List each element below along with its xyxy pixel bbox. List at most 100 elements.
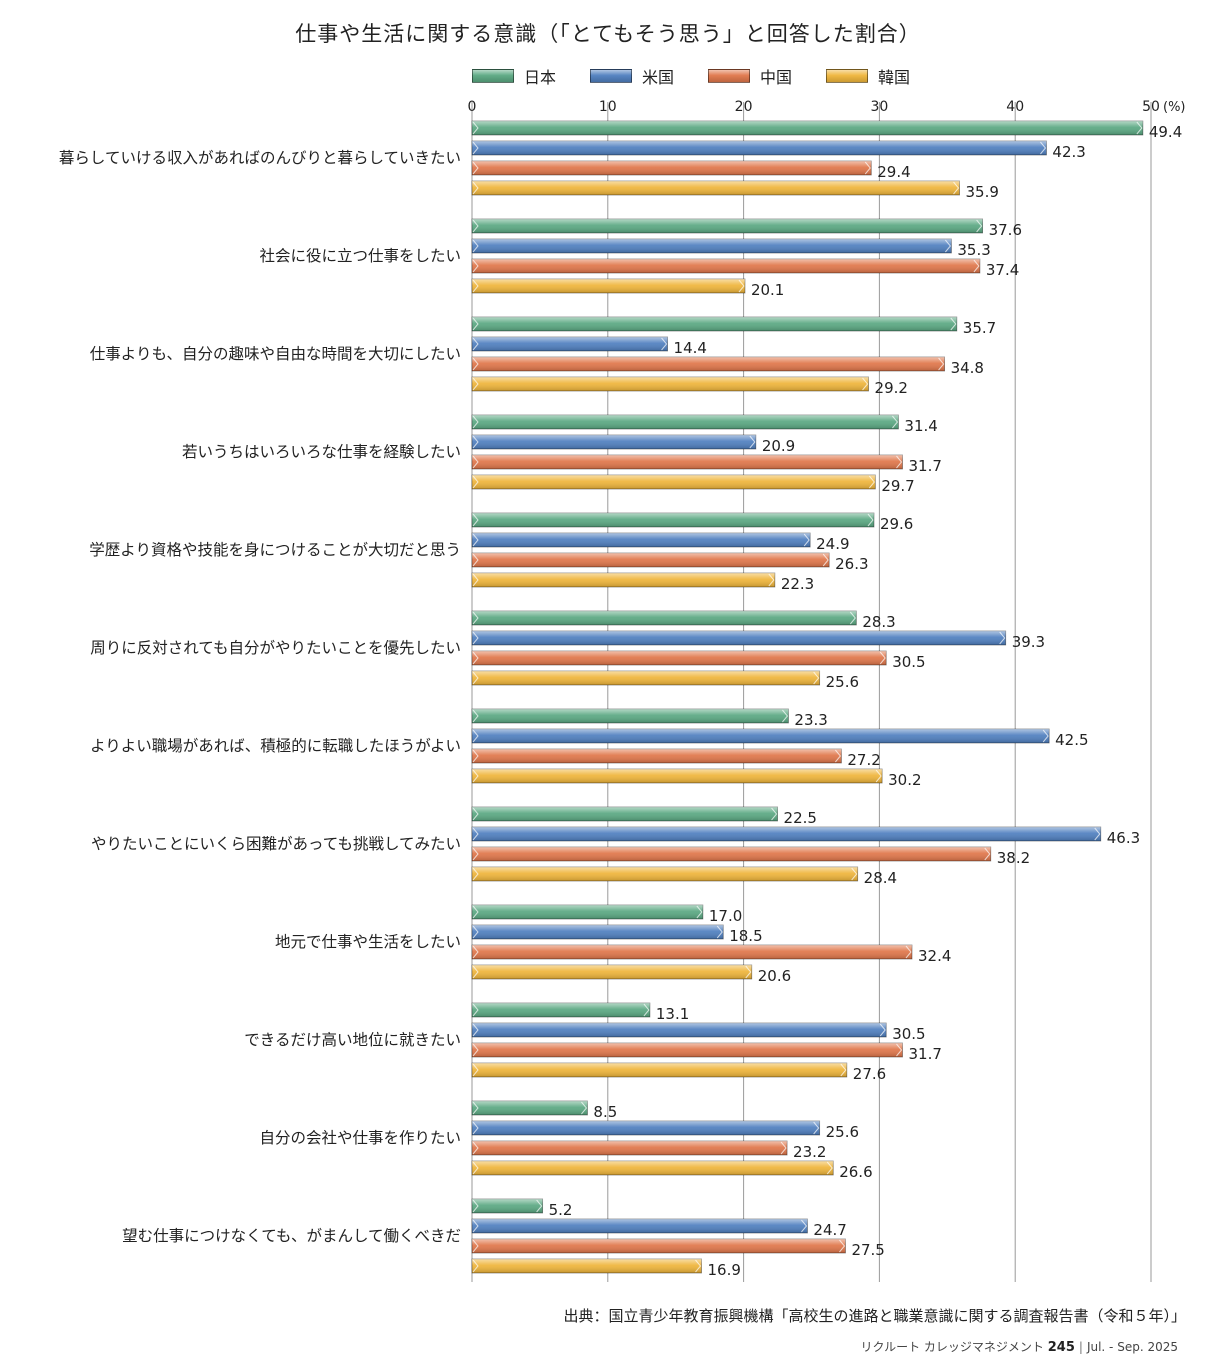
data-label: 29.6 — [880, 515, 913, 533]
bar — [471, 376, 869, 392]
legend-item: 米国 — [590, 64, 674, 88]
legend-label: 韓国 — [878, 68, 911, 87]
data-label: 23.2 — [793, 1143, 826, 1161]
bar — [471, 1062, 848, 1078]
x-tick-label: 10 — [599, 99, 617, 115]
bar — [471, 1022, 887, 1038]
bar — [471, 904, 704, 920]
issue-number: 245 — [1047, 1340, 1075, 1355]
bar — [471, 316, 958, 332]
legend-item: 韓国 — [826, 64, 910, 88]
category-label: よりよい職場があれば、積極的に転職したほうがよい — [90, 737, 461, 755]
data-label: 37.4 — [986, 261, 1019, 279]
data-label: 22.5 — [784, 809, 817, 827]
bar — [471, 924, 724, 940]
bar — [471, 650, 887, 666]
data-label: 31.7 — [908, 1045, 941, 1063]
chart-title: 仕事や生活に関する意識（「とてもそう思う」と回答した割合） — [295, 22, 921, 46]
data-label: 30.5 — [892, 1025, 925, 1043]
bar — [471, 1160, 834, 1176]
category-label: 周りに反対されても自分がやりたいことを優先したい — [90, 639, 461, 657]
category-label: 若いうちはいろいろな仕事を経験したい — [182, 443, 461, 461]
legend: 日本 米国 中国 韓国 — [472, 64, 944, 88]
data-label: 27.5 — [851, 1241, 884, 1259]
x-tick-label: 40 — [1006, 99, 1024, 115]
legend-label: 日本 — [524, 68, 557, 87]
data-label: 30.5 — [892, 653, 925, 671]
bar — [471, 1120, 821, 1136]
data-label: 29.4 — [877, 163, 910, 181]
data-label: 20.6 — [758, 967, 791, 985]
source-note: 出典：国立青少年教育振興機構「高校生の進路と職業意識に関する調査報告書（令和５年… — [563, 1307, 1186, 1325]
bar — [471, 356, 945, 372]
legend-item: 日本 — [472, 64, 556, 88]
category-label: 学歴より資格や技能を身につけることが大切だと思う — [89, 541, 461, 559]
data-label: 25.6 — [826, 1123, 859, 1141]
category-label: 地元で仕事や生活をしたい — [275, 933, 461, 951]
bar — [471, 728, 1050, 744]
bar — [471, 630, 1007, 646]
bar — [471, 336, 668, 352]
data-label: 35.7 — [963, 319, 996, 337]
data-label: 18.5 — [729, 927, 762, 945]
bar — [471, 1140, 788, 1156]
data-label: 25.6 — [826, 673, 859, 691]
data-label: 34.8 — [951, 359, 984, 377]
data-label: 32.4 — [918, 947, 951, 965]
legend-label: 中国 — [760, 68, 793, 87]
bar — [471, 1218, 808, 1234]
legend-label: 米国 — [642, 68, 675, 87]
data-label: 24.7 — [813, 1221, 846, 1239]
data-label: 35.3 — [957, 241, 990, 259]
bar — [471, 1042, 903, 1058]
data-label: 28.4 — [864, 869, 897, 887]
data-label: 46.3 — [1107, 829, 1140, 847]
page-footer: リクルート カレッジマネジメント 245 | Jul. - Sep. 2025 — [860, 1338, 1178, 1355]
category-label: 仕事よりも、自分の趣味や自由な時間を大切にしたい — [90, 345, 461, 363]
data-label: 29.2 — [875, 379, 908, 397]
bar — [471, 1100, 588, 1116]
bar — [471, 944, 913, 960]
bar — [471, 258, 981, 274]
bar-chart: 0 10 20 30 40 50 (%) 暮らしていける収入があればのんびりと暮らしていきたい… — [59, 99, 1186, 1282]
legend-swatch — [590, 69, 633, 83]
data-label: 37.6 — [989, 221, 1022, 239]
category-label: できるだけ高い地位に就きたい — [244, 1031, 461, 1049]
bar — [471, 1002, 651, 1018]
data-label: 31.4 — [904, 417, 937, 435]
bar — [471, 964, 753, 980]
bar — [471, 552, 830, 568]
footer-separator: | — [1078, 1340, 1083, 1354]
data-label: 16.9 — [708, 1261, 741, 1279]
bar — [471, 160, 872, 176]
bar — [471, 454, 903, 470]
data-label: 35.9 — [966, 183, 999, 201]
data-label: 28.3 — [862, 613, 895, 631]
data-label: 38.2 — [997, 849, 1030, 867]
x-tick-label: 20 — [735, 99, 753, 115]
category-label: 社会に役に立つ仕事をしたい — [259, 247, 461, 265]
data-label: 29.7 — [881, 477, 914, 495]
bar — [471, 218, 984, 234]
bar — [471, 846, 992, 862]
x-tick-label: 0 — [468, 99, 477, 115]
category-label: 暮らしていける収入があればのんびりと暮らしていきたい — [59, 149, 461, 167]
bar — [471, 572, 776, 588]
unit-label: (%) — [1163, 100, 1186, 115]
bar — [471, 610, 857, 626]
bar — [471, 120, 1144, 136]
legend-item: 中国 — [708, 64, 792, 88]
data-label: 27.2 — [847, 751, 880, 769]
bar — [471, 1198, 544, 1214]
data-label: 24.9 — [816, 535, 849, 553]
data-label: 23.3 — [794, 711, 827, 729]
bar — [471, 140, 1047, 156]
legend-swatch — [708, 69, 751, 83]
bar — [471, 806, 778, 822]
data-label: 39.3 — [1012, 633, 1045, 651]
bar — [471, 532, 811, 548]
bar — [471, 238, 952, 254]
category-label: やりたいことにいくら困難があっても挑戦してみたい — [91, 835, 461, 853]
data-label: 22.3 — [781, 575, 814, 593]
bar — [471, 768, 883, 784]
